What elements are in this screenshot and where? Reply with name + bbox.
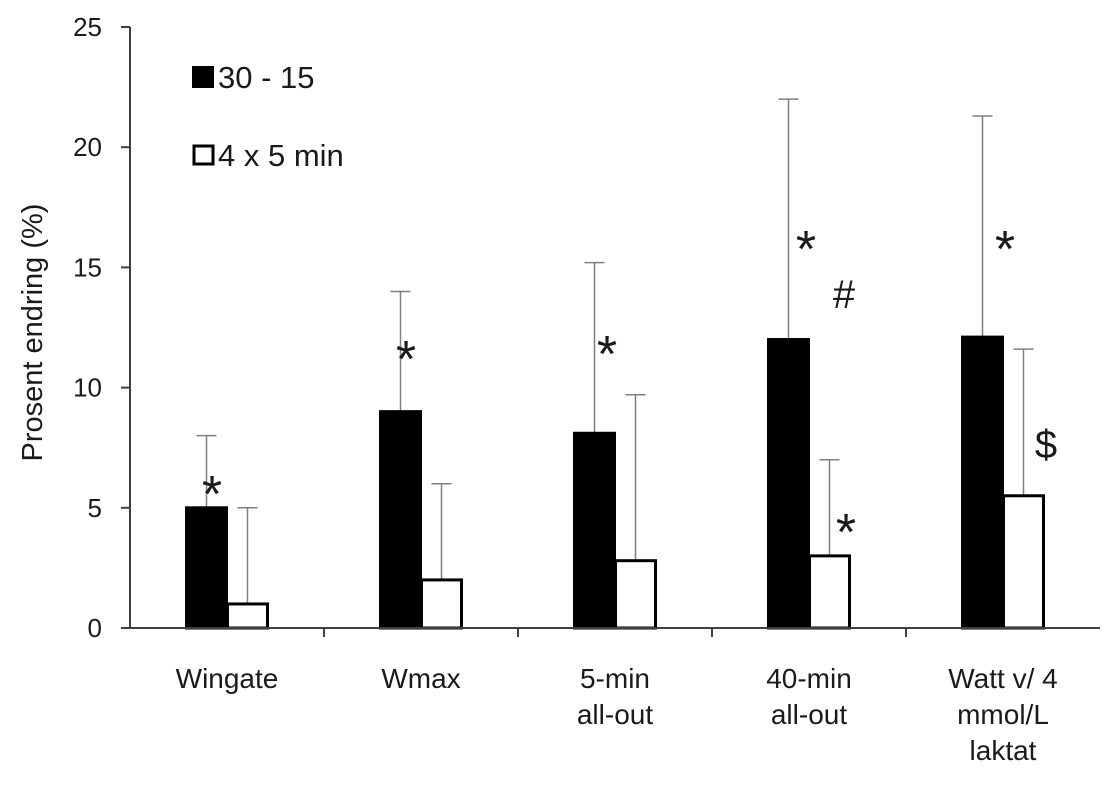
- significance-marker: *: [396, 331, 416, 389]
- significance-marker: *: [995, 221, 1015, 279]
- y-tick-label: 10: [73, 373, 102, 403]
- bar-30-15: [961, 335, 1004, 630]
- y-axis-title: Prosent endring (%): [17, 204, 49, 462]
- plot-area: * * * * # * * $: [185, 98, 1057, 630]
- y-ticks: 0 5 10 15 20 25: [73, 12, 907, 643]
- x-category-label-line: laktat: [970, 735, 1037, 766]
- x-category-label-line: 40-min: [766, 663, 852, 694]
- bar-4x5min: [420, 578, 463, 630]
- y-tick-label: 25: [73, 12, 102, 42]
- significance-marker: *: [796, 221, 816, 279]
- x-category-labels: Wingate Wmax 5-min all-out 40-min all-out Watt…: [176, 663, 1058, 766]
- significance-marker: *: [836, 504, 856, 562]
- legend-swatch-30-15: [192, 66, 214, 88]
- x-category-label: Wmax: [381, 663, 460, 694]
- x-category-label: 5-min all-out: [577, 663, 653, 730]
- bar-30-15: [185, 506, 228, 630]
- x-category-label-line: Wmax: [381, 663, 460, 694]
- significance-marker: *: [202, 466, 222, 524]
- x-category-label-line: 5-min: [580, 663, 650, 694]
- legend: 30 - 15 4 x 5 min: [192, 60, 344, 173]
- bar-4x5min: [226, 602, 269, 630]
- y-tick-label: 5: [88, 493, 102, 523]
- x-category-label: Watt v/ 4 mmol/L laktat: [948, 663, 1057, 766]
- x-category-label-line: Watt v/ 4: [948, 663, 1057, 694]
- bar-4x5min: [1002, 494, 1045, 630]
- bar-4x5min: [614, 559, 657, 630]
- legend-swatch-4x5min: [192, 144, 215, 166]
- x-category-label-line: all-out: [771, 699, 847, 730]
- bar-30-15: [379, 410, 422, 630]
- x-category-label: Wingate: [176, 663, 279, 694]
- y-tick-label: 15: [73, 252, 102, 282]
- x-category-label-line: mmol/L: [957, 699, 1049, 730]
- legend-label-4x5min: 4 x 5 min: [218, 138, 344, 173]
- significance-marker: $: [1035, 423, 1057, 467]
- x-category-label-line: Wingate: [176, 663, 279, 694]
- legend-label-30-15: 30 - 15: [218, 60, 315, 95]
- significance-marker: #: [833, 273, 856, 317]
- significance-marker: *: [597, 326, 617, 384]
- bar-30-15: [573, 431, 616, 630]
- y-tick-label: 0: [88, 613, 102, 643]
- x-category-label-line: all-out: [577, 699, 653, 730]
- x-category-label: 40-min all-out: [766, 663, 852, 730]
- bar-4x5min: [808, 554, 851, 630]
- bar-30-15: [767, 338, 810, 630]
- y-tick-label: 20: [73, 132, 102, 162]
